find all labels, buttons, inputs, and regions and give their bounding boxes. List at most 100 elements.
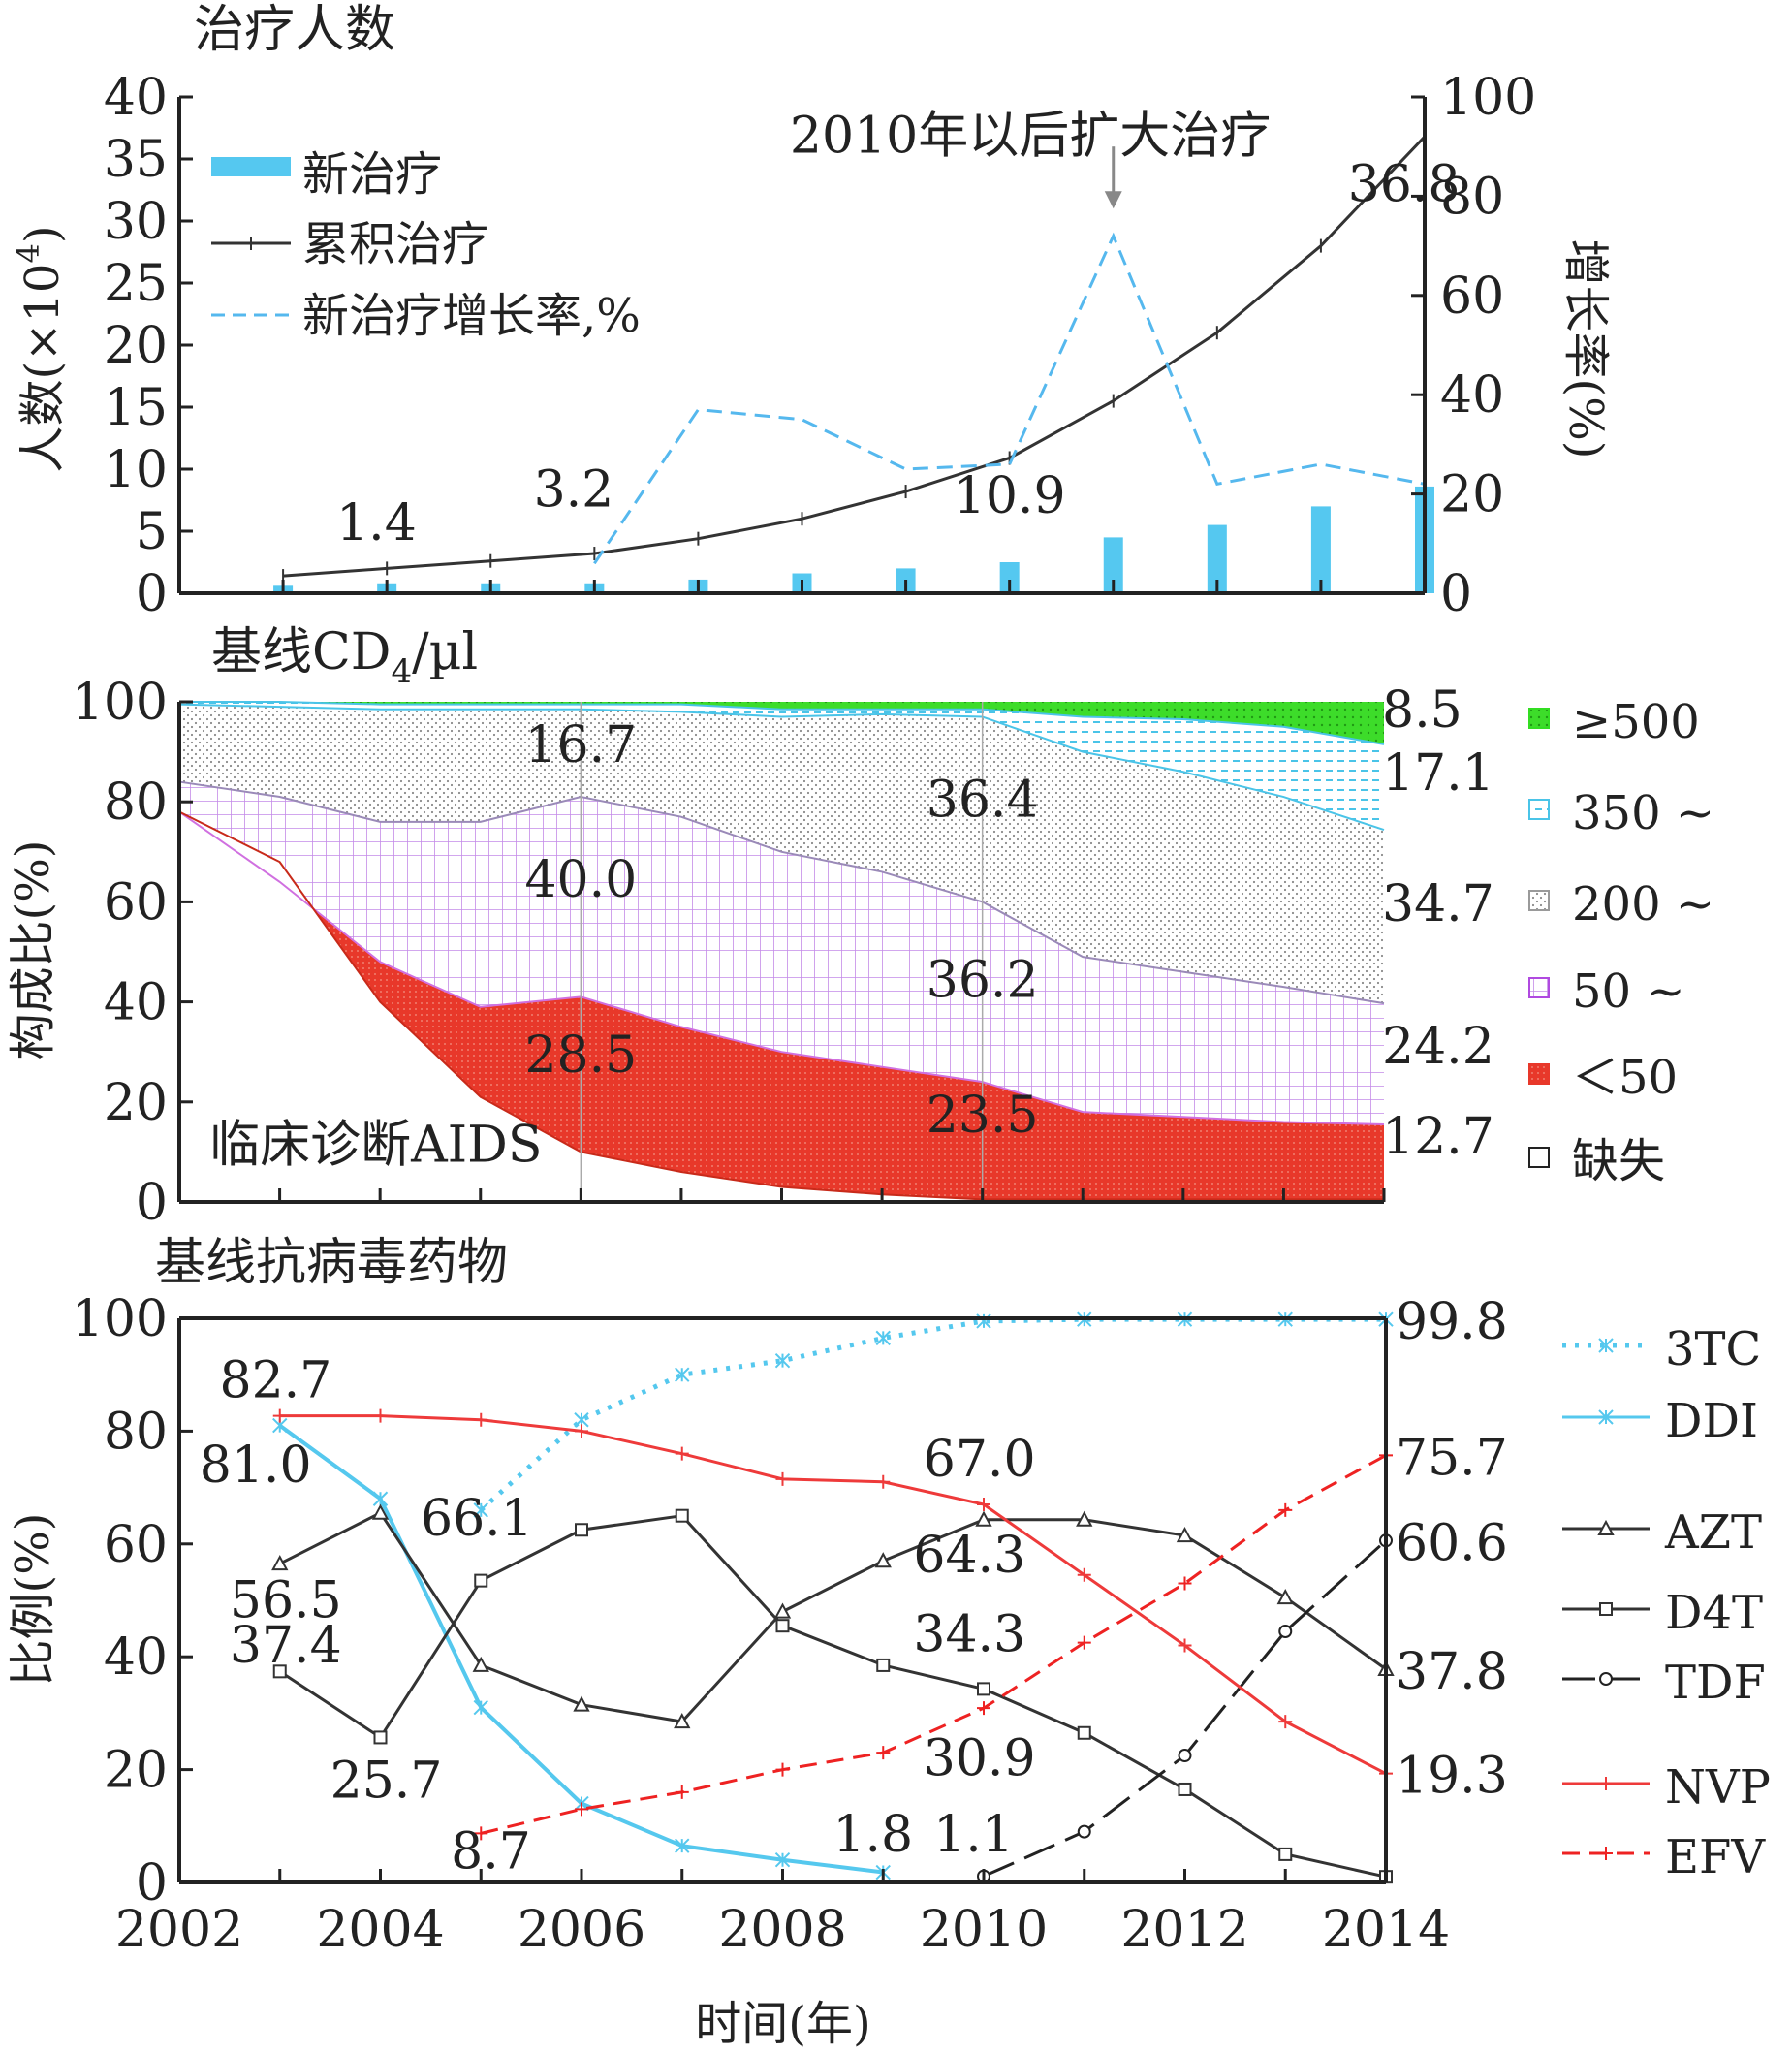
a-left-tick-label: 20: [104, 317, 168, 375]
legend-marker-ddi: [1598, 1409, 1614, 1425]
point-tdf-2013: [1278, 1625, 1293, 1639]
a-left-tick-label: 5: [136, 503, 168, 561]
point-nvp-2013: [1278, 1715, 1293, 1729]
point-azt-2005: [472, 1656, 489, 1672]
legend-swatch-350-: [1528, 799, 1550, 820]
panel-c-legend: 3TC DDI AZT D4T TDF NVP EFV: [1562, 1322, 1771, 1884]
c-annotation-34-3: 34.3: [913, 1605, 1025, 1663]
panel-c-y-axis-label: 比例(%): [6, 1512, 60, 1686]
point-ddi-2007: [675, 1838, 690, 1853]
legend-label-azt: AZT: [1664, 1505, 1762, 1560]
panel-c-right-labels: 99.8 75.7 60.6 37.8 19.3: [1396, 1293, 1508, 1806]
line-nvp: [279, 1414, 1387, 1776]
legend-label-ddi: DDI: [1665, 1394, 1758, 1448]
area-200: [179, 704, 1384, 1004]
point-ddi-2004: [372, 1491, 389, 1506]
point-efv-2013: [1278, 1502, 1293, 1517]
c-y-tick-label: 80: [104, 1403, 168, 1461]
legend-label-efv: EFV: [1665, 1830, 1766, 1884]
line-d4t: [278, 1514, 1387, 1879]
legend-marker-nvp: [1599, 1777, 1613, 1790]
edge-ge500: [179, 701, 1385, 745]
panel-a-title: 治疗人数: [194, 1, 395, 59]
line-cumulative-treatment: [282, 135, 1427, 578]
point-efv-2005: [474, 1826, 488, 1841]
c-annotation-1-1: 1.1: [933, 1806, 1014, 1864]
point-azt-2006: [573, 1695, 590, 1712]
a-left-tick-label: 25: [104, 255, 168, 313]
panel-b-right-labels: 8.517.1 34.7 24.2 12.7: [1382, 681, 1494, 1166]
point-efv-2006: [575, 1802, 588, 1817]
line-3tc: [479, 1316, 1386, 1512]
point-d4t-2006: [575, 1523, 588, 1537]
b-y-tick-label: 20: [104, 1074, 168, 1132]
a-annotation-2010-: 2010年以后扩大治疗: [790, 108, 1271, 166]
b-annotation-36-2: 36.2: [927, 951, 1039, 1009]
c-x-tick-label-2008: 2008: [718, 1901, 846, 1959]
b-annotation-40-0: 40.0: [524, 851, 637, 909]
point-efv-2007: [675, 1785, 689, 1799]
a-right-tick-label: 20: [1440, 466, 1504, 524]
point-3tc-2007: [675, 1367, 690, 1382]
c-annotation-1-8: 1.8: [833, 1806, 913, 1864]
bar-new-treatment-2011: [1103, 537, 1123, 593]
point-efv-2011: [1077, 1635, 1091, 1650]
c-x-tick-label-2002: 2002: [115, 1901, 243, 1959]
legend-swatch-50-: [1528, 977, 1550, 998]
area-ge500: [179, 702, 1384, 744]
legend-label-d4t: D4T: [1665, 1586, 1763, 1640]
point-azt-2004: [371, 1503, 390, 1520]
point-nvp-2005: [474, 1412, 488, 1427]
c-annotation-81-0: 81.0: [200, 1437, 312, 1495]
point-ddi-2008: [774, 1852, 791, 1868]
panel-b-cd4-composition: 基线CD4/µl 0 20 40 60 80 100 构成比(%) 16.7 40.0 28.…: [6, 623, 1714, 1232]
a-annotation-3-2: 3.2: [534, 460, 614, 519]
legend-swatch--: [1528, 1147, 1550, 1168]
c-right-label-37-8: 37.8: [1396, 1643, 1508, 1701]
c-x-tick-label-2010: 2010: [920, 1901, 1048, 1959]
a-annotation-1-4: 1.4: [336, 494, 417, 553]
point-3tc-2005: [473, 1502, 488, 1518]
panel-a-legend: 新治疗 累积治疗 新治疗增长率,%: [211, 147, 641, 343]
expansion-arrow: [1104, 146, 1122, 209]
c-annotation-67-0: 67.0: [924, 1431, 1036, 1489]
c-y-tick-label: 20: [104, 1742, 168, 1800]
point-3tc-2009: [875, 1330, 891, 1346]
point-nvp-2007: [675, 1446, 689, 1461]
c-annotation-64-3: 64.3: [913, 1527, 1025, 1585]
panel-a-right-ticks: 0 20 40 60 80 100: [1411, 69, 1536, 623]
b-annotation--aids: 临床诊断AIDS: [209, 1117, 542, 1175]
panel-b-y-axis-label: 构成比(%): [6, 839, 60, 1059]
c-annotation-30-9: 30.9: [924, 1729, 1036, 1787]
line-azt: [279, 1510, 1387, 1723]
point-azt-2011: [1076, 1510, 1093, 1527]
point-azt-2010: [975, 1510, 992, 1527]
b-right-label-34-7: 34.7: [1382, 875, 1494, 933]
legend-marker-tdf: [1599, 1672, 1613, 1686]
b-right-label-24-2: 24.2: [1382, 1018, 1494, 1076]
legend-label-cd4-2: 200 ~: [1572, 877, 1714, 932]
c-x-tick-label-2006: 2006: [518, 1901, 645, 1959]
point-nvp-2009: [876, 1474, 891, 1489]
legend-label-cumulative: 累积治疗: [302, 217, 488, 271]
point-nvp-2004: [373, 1408, 388, 1423]
bar-new-treatment-2012: [1207, 524, 1227, 593]
b-y-tick-label: 0: [136, 1174, 168, 1232]
point-d4t-2011: [1077, 1725, 1091, 1740]
c-right-label-75-7: 75.7: [1396, 1429, 1508, 1487]
point-azt-2012: [1176, 1526, 1194, 1543]
legend-label-new-treatment: 新治疗: [302, 147, 442, 202]
edge-50: [178, 810, 1385, 1126]
area-350: [179, 702, 1384, 831]
point-d4t-2003: [272, 1664, 287, 1679]
a-left-tick-label: 15: [104, 379, 168, 437]
legend-swatch-200-: [1528, 890, 1550, 911]
panel-c-title: 基线抗病毒药物: [155, 1234, 508, 1292]
c-annotation-82-7: 82.7: [220, 1351, 332, 1409]
c-y-tick-label: 60: [104, 1516, 168, 1574]
panel-b-legend: ≥500 350 ~ 200 ~ 50 ~ ＜50 缺失: [1528, 695, 1714, 1188]
a-right-tick-label: 60: [1440, 268, 1504, 326]
point-nvp-2010: [977, 1498, 990, 1512]
panel-a-lines: [282, 129, 1427, 584]
